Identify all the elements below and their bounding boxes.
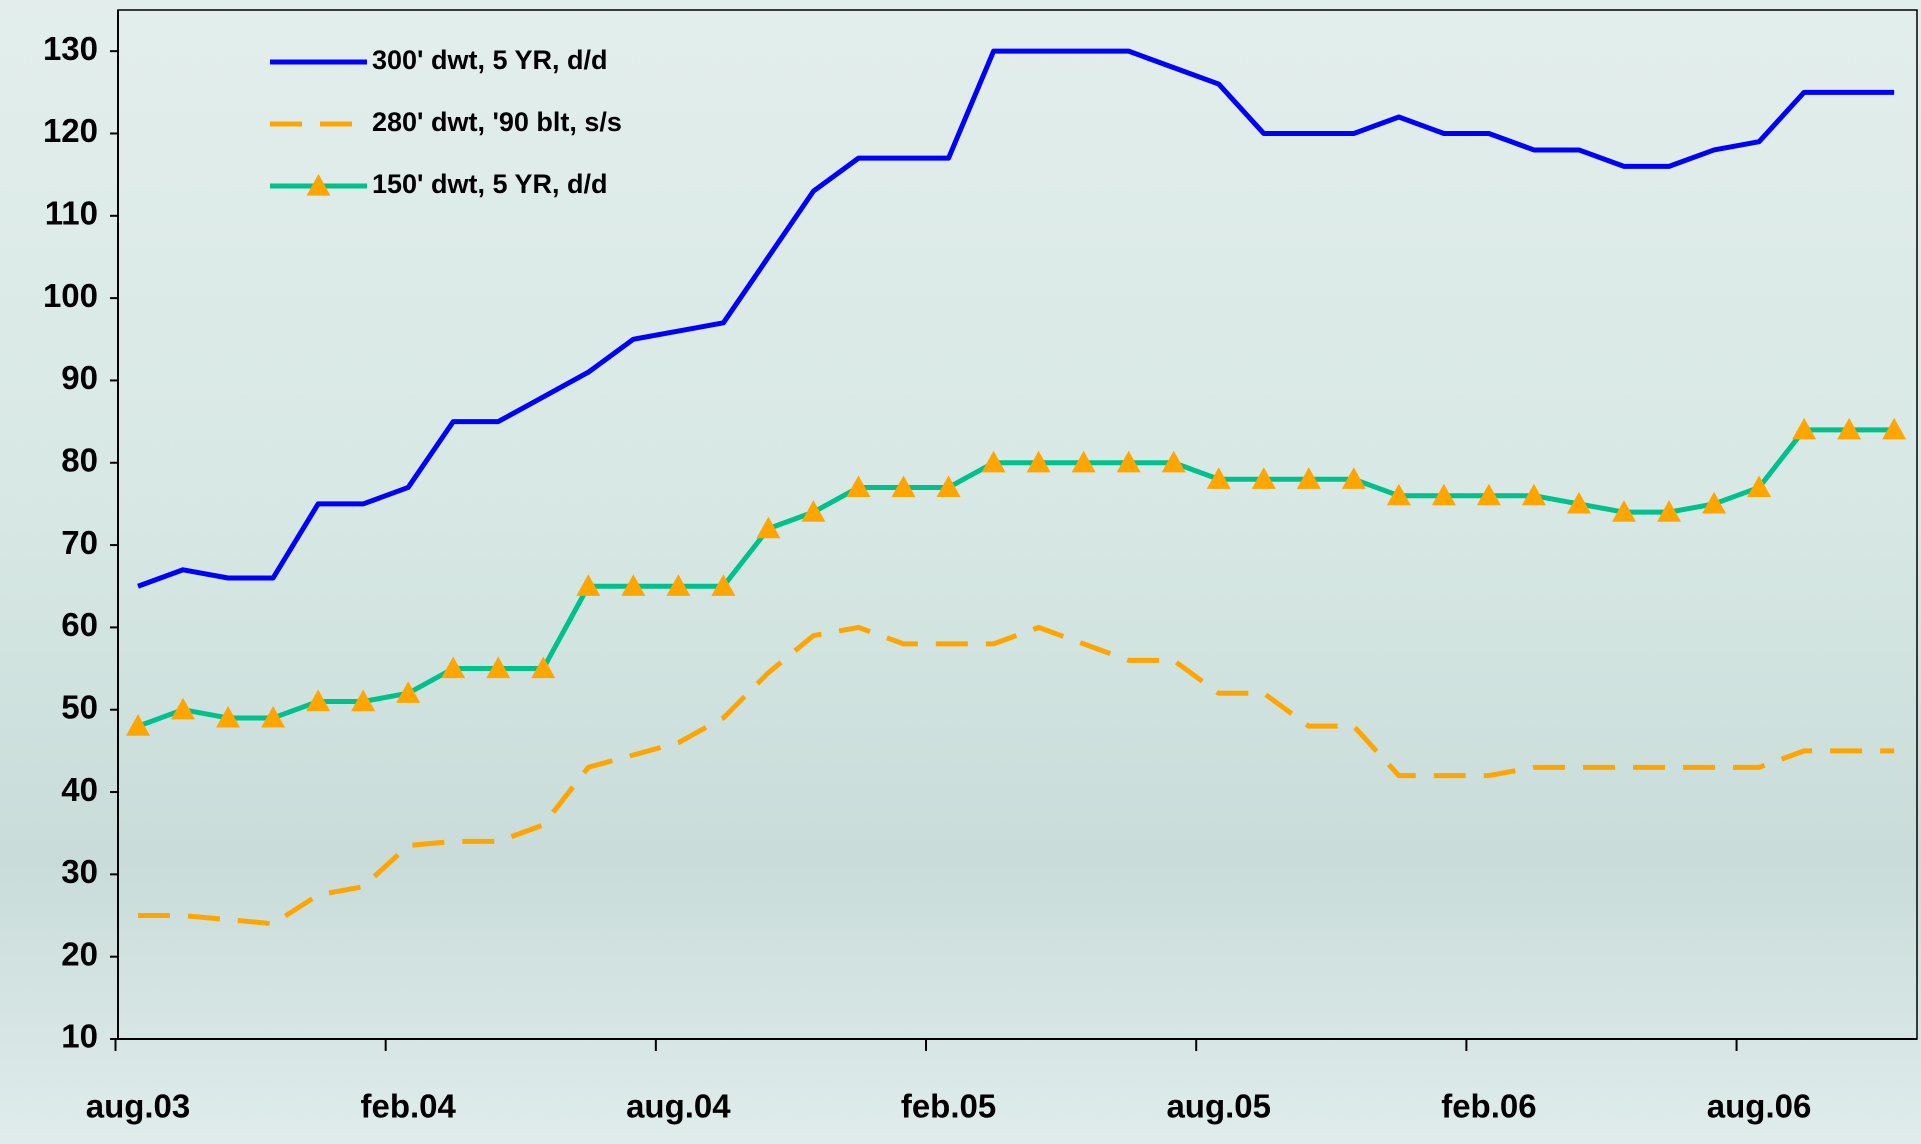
marker — [846, 475, 871, 498]
marker — [171, 697, 196, 720]
y-tick-label: 90 — [61, 359, 98, 396]
marker — [1747, 475, 1772, 498]
marker — [1386, 483, 1411, 506]
y-tick-label: 10 — [61, 1018, 98, 1055]
marker — [261, 705, 286, 728]
marker — [351, 689, 376, 712]
series-line — [137, 48, 1895, 589]
marker — [801, 500, 826, 522]
marker — [1611, 500, 1636, 522]
legend-label: 300' dwt, 5 YR, d/d — [372, 45, 608, 75]
y-tick-label: 70 — [61, 524, 98, 561]
x-tick-label: feb.06 — [1441, 1088, 1536, 1125]
marker — [486, 656, 511, 679]
y-tick-label: 130 — [43, 30, 98, 67]
marker — [1026, 450, 1051, 473]
marker — [1116, 450, 1141, 473]
marker — [1882, 417, 1907, 440]
marker — [1792, 417, 1817, 440]
legend-marker — [306, 174, 331, 196]
marker — [531, 656, 556, 679]
series-line — [137, 427, 1895, 729]
x-tick-label: feb.05 — [901, 1088, 996, 1125]
y-tick-label: 40 — [61, 771, 98, 808]
x-tick-label: aug.05 — [1166, 1088, 1271, 1125]
marker — [576, 574, 601, 596]
marker — [666, 574, 691, 596]
x-tick-label: aug.04 — [626, 1088, 731, 1125]
marker — [1431, 483, 1456, 506]
marker — [1296, 467, 1321, 489]
marker — [1206, 467, 1231, 489]
x-tick-label: aug.06 — [1707, 1088, 1812, 1125]
marker — [126, 714, 150, 736]
marker — [306, 689, 331, 712]
marker — [1837, 417, 1862, 440]
y-tick-label: 120 — [43, 112, 98, 149]
marker — [1476, 483, 1501, 506]
marker — [441, 656, 466, 679]
x-tick-label: aug.03 — [86, 1088, 191, 1125]
marker — [1251, 467, 1276, 489]
y-tick-label: 30 — [61, 853, 98, 890]
marker — [981, 450, 1006, 473]
marker — [756, 516, 781, 539]
legend-label: 280' dwt, '90 blt, s/s — [372, 107, 622, 137]
y-tick-label: 110 — [45, 195, 98, 232]
marker — [711, 574, 736, 596]
y-tick-label: 50 — [61, 688, 98, 725]
marker — [936, 475, 961, 498]
marker — [891, 475, 916, 498]
series-line — [138, 624, 1895, 927]
marker — [396, 681, 421, 703]
marker — [1657, 500, 1682, 522]
legend-label: 150' dwt, 5 YR, d/d — [372, 169, 608, 199]
y-tick-label: 20 — [61, 935, 98, 972]
marker — [1341, 467, 1366, 489]
marker — [1161, 450, 1186, 473]
x-tick-label: feb.04 — [360, 1088, 456, 1125]
marker — [621, 574, 646, 596]
marker — [216, 705, 241, 728]
marker — [1071, 450, 1096, 473]
marker — [1566, 491, 1591, 514]
y-tick-label: 60 — [61, 606, 98, 643]
y-tick-label: 80 — [61, 441, 98, 478]
y-tick-label: 100 — [43, 277, 98, 314]
marker — [1521, 483, 1546, 506]
marker — [1702, 491, 1727, 514]
